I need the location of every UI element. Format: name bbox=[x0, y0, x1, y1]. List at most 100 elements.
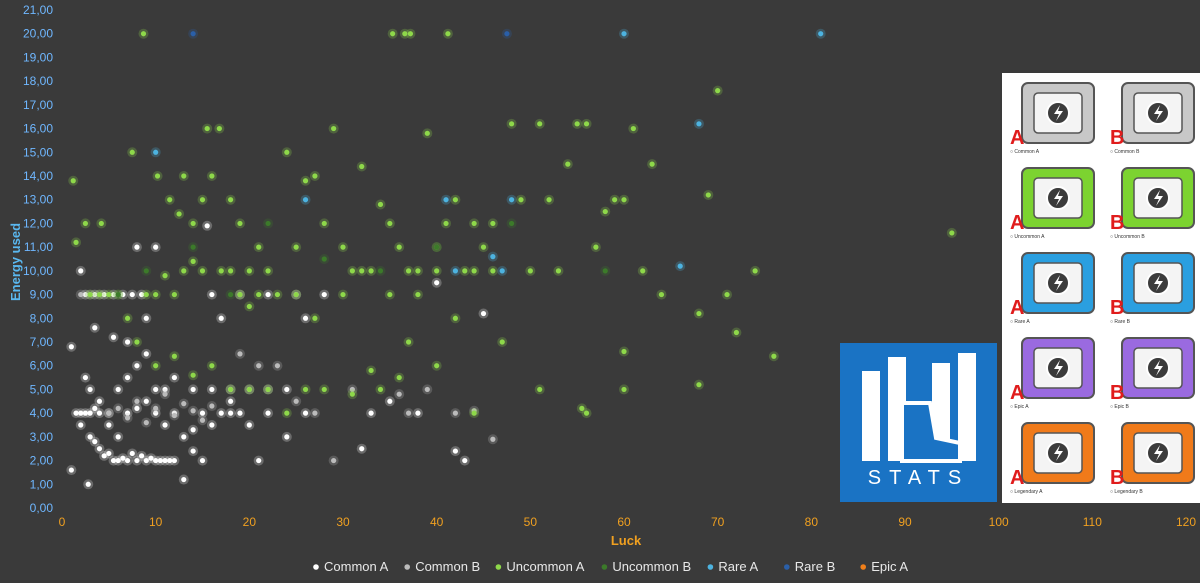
data-point bbox=[771, 353, 777, 359]
data-point bbox=[228, 291, 234, 298]
data-point bbox=[696, 310, 702, 317]
stats-logo-text: STATS bbox=[867, 467, 970, 489]
data-point bbox=[705, 192, 711, 198]
data-point bbox=[124, 339, 131, 345]
crate-icon bbox=[1121, 337, 1195, 399]
data-point bbox=[162, 273, 168, 279]
data-point bbox=[265, 386, 271, 393]
data-point bbox=[134, 339, 140, 345]
data-point bbox=[312, 173, 318, 179]
data-point bbox=[377, 386, 384, 393]
data-point bbox=[555, 268, 562, 274]
data-point bbox=[612, 197, 618, 203]
y-tick-label: 8,00 bbox=[30, 311, 54, 325]
data-point bbox=[199, 197, 206, 203]
data-point bbox=[143, 268, 149, 274]
crate-letter: B bbox=[1110, 382, 1125, 404]
data-point bbox=[143, 351, 149, 357]
data-point bbox=[256, 457, 262, 464]
data-point bbox=[724, 291, 730, 298]
data-point bbox=[284, 434, 290, 440]
data-point bbox=[407, 31, 414, 37]
crate-card: B ○ Uncommon B bbox=[1106, 162, 1200, 246]
data-point bbox=[471, 410, 477, 416]
y-tick-label: 15,00 bbox=[23, 145, 53, 159]
data-point bbox=[256, 244, 262, 250]
data-point bbox=[480, 244, 487, 250]
data-point bbox=[190, 448, 196, 454]
data-point bbox=[424, 130, 430, 136]
crate-letter: A bbox=[1010, 297, 1025, 319]
legend-label: Common A bbox=[324, 559, 389, 574]
data-point bbox=[462, 457, 468, 464]
data-point bbox=[256, 291, 262, 298]
y-tick-label: 19,00 bbox=[23, 50, 53, 64]
data-point bbox=[143, 291, 149, 298]
data-point bbox=[509, 220, 515, 227]
data-point bbox=[110, 291, 117, 298]
crate-card: B ○ Legendary B bbox=[1106, 417, 1200, 501]
data-point bbox=[602, 208, 608, 215]
data-point bbox=[302, 315, 309, 321]
data-point bbox=[78, 410, 84, 416]
data-point bbox=[237, 410, 243, 416]
x-tick-label: 70 bbox=[711, 515, 725, 529]
data-point bbox=[818, 31, 824, 37]
x-axis-title: Luck bbox=[611, 533, 642, 548]
data-point bbox=[139, 453, 145, 459]
data-point bbox=[621, 348, 627, 355]
data-point bbox=[452, 268, 458, 274]
data-point bbox=[471, 220, 477, 227]
plot-area bbox=[66, 28, 957, 490]
legend-label: Uncommon A bbox=[506, 559, 584, 574]
data-point bbox=[228, 398, 234, 404]
data-point bbox=[216, 125, 222, 132]
data-point bbox=[162, 422, 168, 428]
crate-icon bbox=[1021, 422, 1095, 484]
data-point bbox=[321, 291, 327, 298]
legend-item: Rare A bbox=[707, 559, 758, 574]
data-point bbox=[284, 149, 290, 155]
data-point bbox=[218, 315, 224, 321]
crate-caption: ○ Uncommon B bbox=[1110, 234, 1145, 240]
data-point bbox=[209, 386, 215, 393]
data-point bbox=[445, 31, 451, 37]
x-tick-label: 20 bbox=[243, 515, 257, 529]
data-point bbox=[237, 351, 243, 357]
data-point bbox=[396, 374, 402, 381]
data-point bbox=[321, 256, 327, 262]
data-point bbox=[349, 386, 355, 393]
data-point bbox=[171, 353, 177, 359]
crate-letter: A bbox=[1010, 127, 1025, 149]
data-point bbox=[106, 291, 112, 298]
data-point bbox=[209, 363, 215, 369]
y-tick-label: 4,00 bbox=[30, 406, 54, 420]
data-point bbox=[106, 410, 112, 416]
data-point bbox=[246, 386, 252, 393]
crate-card: B ○ Common B bbox=[1106, 77, 1200, 161]
data-point bbox=[115, 434, 121, 440]
crate-card: A ○ Epic A bbox=[1006, 332, 1101, 416]
data-point bbox=[218, 268, 224, 274]
data-point bbox=[190, 31, 196, 37]
data-point bbox=[129, 450, 135, 457]
crate-icon bbox=[1121, 252, 1195, 314]
data-point bbox=[621, 31, 627, 37]
data-point bbox=[368, 410, 374, 416]
data-point bbox=[602, 268, 608, 274]
data-point bbox=[715, 88, 721, 94]
data-point bbox=[349, 268, 355, 274]
data-point bbox=[124, 410, 131, 416]
crate-letter: A bbox=[1010, 212, 1025, 234]
data-point bbox=[87, 410, 93, 416]
data-point bbox=[504, 31, 510, 37]
data-point bbox=[120, 455, 126, 461]
data-point bbox=[78, 422, 84, 428]
data-point bbox=[359, 163, 365, 170]
data-point bbox=[96, 410, 103, 416]
x-tick-label: 30 bbox=[336, 515, 350, 529]
data-point bbox=[293, 398, 299, 404]
data-point bbox=[452, 315, 458, 321]
legend: Common A Common B Uncommon A Uncommon B Rare… bbox=[313, 559, 908, 574]
data-point bbox=[490, 220, 496, 227]
